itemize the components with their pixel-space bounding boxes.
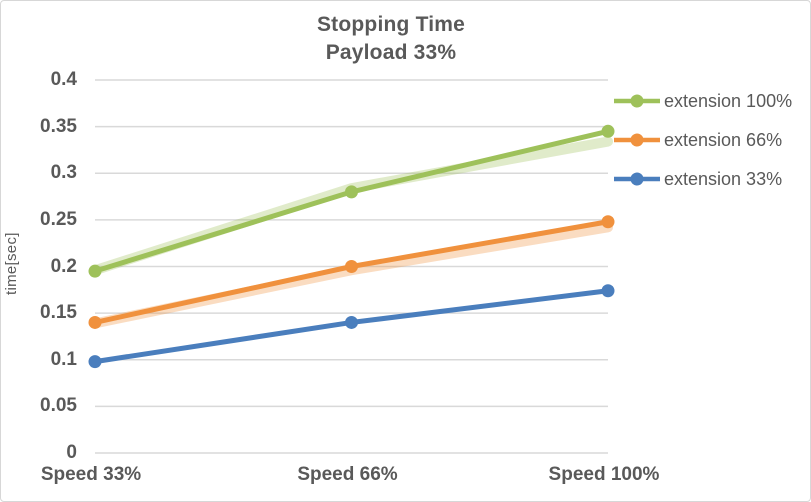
series-glow-band — [90, 136, 613, 276]
y-tick-label: 0 — [66, 442, 77, 463]
legend-entry: extension 33% — [612, 165, 808, 193]
data-point-marker — [88, 355, 102, 369]
x-category-label: Speed 66% — [297, 464, 398, 485]
x-category-label: Speed 100% — [548, 464, 660, 485]
legend: extension 100% extension 66% extension 3… — [612, 87, 808, 204]
y-tick-label: 0.05 — [40, 395, 77, 417]
y-tick-label: 0.3 — [50, 162, 77, 184]
y-tick-label: 0.25 — [40, 208, 77, 230]
y-axis-title: time[sec] — [3, 232, 20, 296]
data-point-marker — [345, 185, 358, 199]
legend-label: extension 100% — [664, 90, 793, 111]
y-tick-label: 0.2 — [50, 255, 77, 277]
legend-line-marker-icon — [614, 172, 660, 186]
y-tick-label: 0.1 — [50, 348, 77, 370]
legend-label: extension 33% — [664, 168, 783, 189]
data-point-marker — [601, 284, 615, 298]
legend-entry: extension 100% — [612, 87, 808, 115]
y-tick-label: 0.35 — [40, 115, 77, 137]
data-point-marker — [88, 315, 102, 329]
data-point-marker — [345, 315, 358, 329]
data-point-marker — [88, 264, 102, 278]
y-tick-label: 0.15 — [40, 302, 77, 324]
legend-line-marker-icon — [614, 133, 660, 147]
legend-entry: extension 66% — [612, 126, 808, 154]
chart-title-block: Stopping Time Payload 33% — [1, 11, 781, 67]
chart-subtitle: Payload 33% — [325, 41, 457, 64]
legend-line-marker-icon — [614, 94, 660, 108]
data-point-marker — [601, 215, 615, 229]
x-category-label: Speed 33% — [40, 464, 142, 485]
data-point-marker — [345, 260, 358, 273]
chart-title: Stopping Time — [316, 13, 466, 36]
data-point-marker — [601, 124, 615, 138]
y-tick-label: 0.4 — [50, 69, 77, 90]
legend-label: extension 66% — [664, 129, 783, 150]
